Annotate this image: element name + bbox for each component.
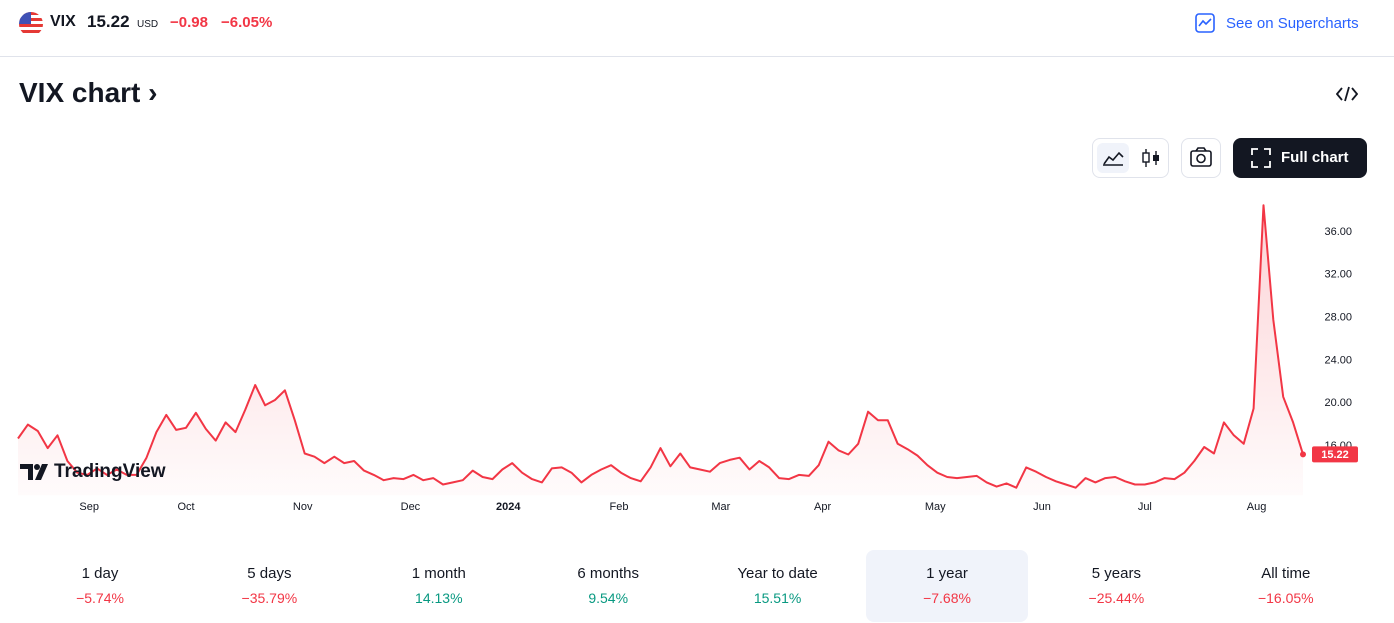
x-tick-label: Oct [177,501,194,513]
x-tick-label: Feb [610,501,629,513]
period[interactable]: 6 months 9.54% [527,550,689,622]
period[interactable]: 5 days −35.79% [188,550,350,622]
period[interactable]: 1 year −7.68% [866,550,1028,622]
period-label[interactable]: 1 year [926,565,968,582]
symbol: VIX [50,13,76,30]
last-point [1300,451,1306,458]
currency: USD [137,19,159,30]
period-label[interactable]: 5 years [1091,565,1141,582]
flag-icon [19,12,43,36]
period-change: 15.51% [753,590,802,606]
price: 15.22 [87,12,130,31]
y-tick-label: 28.00 [1324,311,1352,323]
x-tick-label: 2024 [496,501,521,513]
price-tag [1312,446,1358,463]
y-tick-label: 20.00 [1324,397,1352,409]
x-tick-label: Nov [293,501,313,513]
embed-icon[interactable] [1336,85,1358,103]
camera-icon [1190,147,1212,167]
x-tick-label: Jun [1033,501,1051,513]
period[interactable]: 1 day −5.74% [19,550,181,622]
chart-style-group [1092,138,1169,178]
price-line [17,204,1304,489]
period-change: 14.13% [415,590,463,606]
x-tick-label: Apr [814,501,831,513]
period[interactable]: 1 month 14.13% [358,550,520,622]
logo-mark [20,464,48,480]
x-tick-label: Jul [1138,501,1152,513]
area-icon [1103,151,1124,166]
y-tick-label: 24.00 [1324,354,1352,366]
period[interactable]: Year to date 15.51% [697,550,859,622]
period-label[interactable]: All time [1261,565,1311,582]
logo-text: TradingView [54,461,166,482]
period-label[interactable]: 6 months [577,565,640,582]
period[interactable]: 5 years −25.44% [1035,550,1197,622]
period-label[interactable]: Year to date [737,565,818,582]
supercharts-icon[interactable] [1195,13,1215,33]
period-change: −16.05% [1257,590,1314,606]
y-tick-label: 32.00 [1324,269,1352,281]
fullscreen-icon [1251,148,1271,168]
change: −0.98 [170,14,208,31]
full-chart-button[interactable]: Full chart [1233,138,1367,178]
title-text[interactable]: VIX chart [19,77,141,108]
period-label[interactable]: 5 days [247,565,292,582]
chart-title[interactable]: VIX chart › [19,77,158,108]
period-change: −25.44% [1088,590,1145,606]
period-label[interactable]: 1 month [411,565,466,582]
candles-style-button[interactable] [1137,143,1165,173]
snapshot-button[interactable] [1181,138,1221,178]
full-chart-label[interactable]: Full chart [1281,149,1349,166]
price-tag-label: 15.22 [1321,449,1349,461]
y-tick-label: 36.00 [1324,226,1352,238]
x-tick-label: Sep [79,501,99,513]
period-change: −5.74% [76,590,124,606]
area-fill [18,205,1303,496]
header: VIX 15.22 USD −0.98 −6.05% See on Superc… [0,0,1394,57]
period-label[interactable]: 1 day [81,565,119,582]
x-tick-label: Mar [711,501,730,513]
period-change: −35.79% [241,590,298,606]
x-tick-label: May [925,501,946,513]
period-change: 9.54% [588,590,629,606]
area-style-button[interactable] [1097,143,1129,173]
period-change: −7.68% [923,590,971,606]
tradingview-logo[interactable]: TradingView [20,461,166,483]
x-tick-label: Dec [401,501,421,513]
change-percent: −6.05% [221,14,273,31]
supercharts-link[interactable]: See on Supercharts [1226,15,1359,32]
x-tick-label: Aug [1247,501,1267,513]
period[interactable]: All time −16.05% [1205,550,1367,622]
